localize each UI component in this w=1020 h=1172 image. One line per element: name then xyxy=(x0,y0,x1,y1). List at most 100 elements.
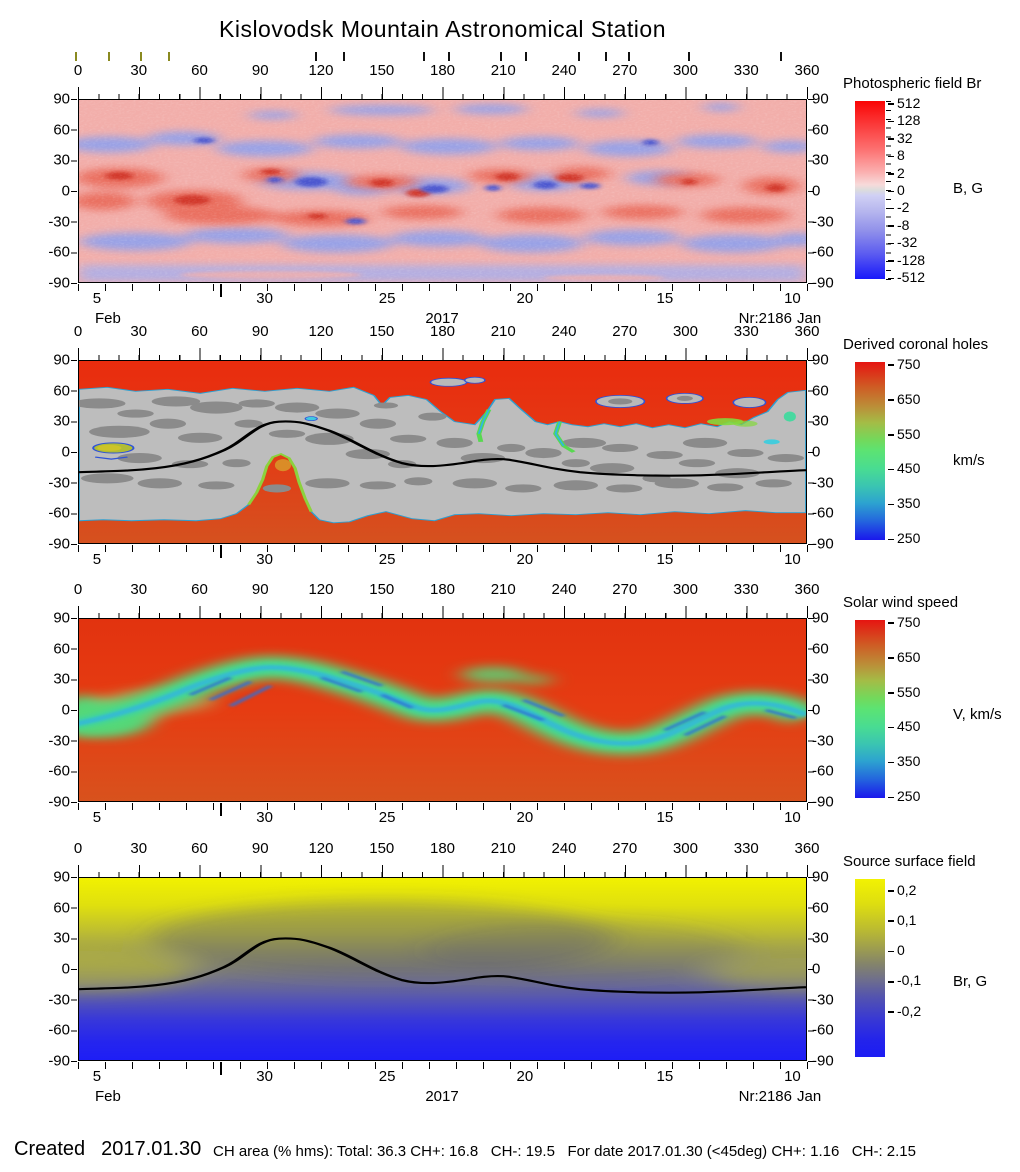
marker-tick xyxy=(500,52,503,61)
date-axis-ticks xyxy=(78,803,808,816)
x-axis-labels: 0 30 60 90 120 150 180 210 240 270 300 330 360 xyxy=(74,840,820,858)
x-axis-tick-label: 120 xyxy=(308,581,334,598)
x-axis-tick-label: 300 xyxy=(672,581,698,598)
x-axis-tick-label: 210 xyxy=(490,323,516,340)
x-axis-tick-label: 240 xyxy=(551,840,577,857)
colorbar-title: Derived coronal holes xyxy=(843,336,989,353)
date-tick-label: 15 xyxy=(656,809,674,826)
colorbar-tick-label: 512 xyxy=(888,95,920,111)
ch-area-stats: CH area (% hms): Total: 36.3 CH+: 16.8 C… xyxy=(213,1143,916,1160)
colorbar-tick-label: 0 xyxy=(888,182,905,198)
date-axis-labels: 5 30 25 20 15 10 xyxy=(78,551,807,569)
y-axis-ticks-right xyxy=(808,99,814,284)
date-caption-row: Feb 2017 Nr:2186 Jan xyxy=(78,310,821,328)
y-axis-tick-label: 0 xyxy=(812,443,821,461)
x-axis-tick-label: 0 xyxy=(73,62,83,79)
x-axis-tick-label: 360 xyxy=(794,840,820,857)
colorbar-tick-labels: 750 650 550 450 350 250 xyxy=(888,614,958,804)
month-boundary-tick xyxy=(220,284,222,297)
page-title: Kislovodsk Mountain Astronomical Station xyxy=(219,16,666,42)
x-axis-tick-label: 270 xyxy=(612,62,638,79)
y-axis-ticks-left xyxy=(71,99,77,284)
created-label: Created xyxy=(14,1138,86,1160)
colorbar-unit-label: B, G xyxy=(953,179,984,197)
source-surface-image xyxy=(79,878,806,1060)
x-axis-tick-label: 150 xyxy=(369,62,395,79)
panel-photospheric-field: 0 30 60 90 120 150 180 210 240 270 300 330 360 90 60 3… xyxy=(0,50,1020,350)
y-axis-tick-label: 0 xyxy=(61,182,70,200)
y-axis-labels-left: 90 60 30 0 -30 -60 -90 xyxy=(34,610,70,811)
x-axis-tick-label: 270 xyxy=(612,840,638,857)
y-axis-tick-label: -90 xyxy=(812,1052,834,1070)
colorbar-tick-label: 550 xyxy=(888,426,920,442)
colorbar-tick-label: 650 xyxy=(888,649,920,665)
x-axis-tick-label: 330 xyxy=(733,323,759,340)
y-axis-tick-label: 90 xyxy=(812,90,829,108)
y-axis-labels-right: 90 60 30 0 -30 -60 -90 xyxy=(812,869,848,1070)
x-axis-tick-label: 210 xyxy=(490,581,516,598)
rotation-number-label: Nr:2186 xyxy=(738,1088,792,1105)
y-axis-tick-label: 30 xyxy=(812,670,829,688)
colorbar-tick-label: 128 xyxy=(888,112,920,128)
x-axis-labels: 0 30 60 90 120 150 180 210 240 270 300 330 360 xyxy=(74,581,820,599)
y-axis-tick-label: 90 xyxy=(812,609,829,627)
date-tick-label: 30 xyxy=(256,809,273,826)
date-caption-row: Feb 2017 Nr:2186 Jan xyxy=(78,1088,821,1106)
colorbar-gradient xyxy=(855,620,885,798)
x-axis-tick-label: 0 xyxy=(73,840,83,857)
date-tick-label: 25 xyxy=(378,1068,396,1085)
marker-tick xyxy=(422,52,425,61)
x-axis-tick-label: 240 xyxy=(551,323,577,340)
marker-tick xyxy=(780,52,783,61)
y-axis-tick-label: -60 xyxy=(48,504,70,522)
panel-coronal-holes: 0 30 60 90 120 150 180 210 240 270 300 330 360 90 60 3… xyxy=(0,311,1020,611)
date-axis-labels: 5 30 25 20 15 10 xyxy=(78,809,807,827)
colorbar-tick-label: 550 xyxy=(888,684,920,700)
date-tick-label: 10 xyxy=(784,809,801,826)
colorbar-tick-label: -512 xyxy=(888,269,925,285)
y-axis-tick-label: 30 xyxy=(812,412,829,430)
colorbar-tick-label: -0,2 xyxy=(888,1003,921,1019)
y-axis-tick-label: -30 xyxy=(812,991,834,1009)
y-axis-tick-label: 30 xyxy=(812,151,829,169)
colorbar-tick-label: -2 xyxy=(888,199,909,215)
y-axis-tick-label: 30 xyxy=(53,151,70,169)
y-axis-tick-label: 60 xyxy=(53,899,70,917)
colorbar-source-surface: Source surface field 0,2 0,1 0 -0,1 -0,2 Br,… xyxy=(843,853,1020,1061)
y-axis-tick-label: -90 xyxy=(812,535,834,553)
x-axis-tick-label: 210 xyxy=(490,840,516,857)
colorbar-tick-labels: 512 128 32 8 2 0 -2 -8 -32 -128 -512 xyxy=(888,95,958,285)
coronal-holes-image xyxy=(79,361,806,543)
x-axis-tick-label: 330 xyxy=(733,840,759,857)
y-axis-tick-label: -60 xyxy=(48,243,70,261)
x-axis-tick-label: 300 xyxy=(672,840,698,857)
colorbar-gradient xyxy=(855,101,885,279)
colorbar-tick-labels: 750 650 550 450 350 250 xyxy=(888,356,958,546)
x-axis-tick-label: 330 xyxy=(733,62,759,79)
y-axis-tick-label: -30 xyxy=(48,991,70,1009)
x-axis-tick-label: 270 xyxy=(612,323,638,340)
x-axis-tick-label: 90 xyxy=(251,581,269,598)
x-axis-tick-label: 90 xyxy=(251,323,269,340)
date-tick-label: 5 xyxy=(92,290,102,307)
y-axis-tick-label: -60 xyxy=(48,762,70,780)
y-axis-tick-label: -60 xyxy=(48,1021,70,1039)
colorbar-tick-label: -32 xyxy=(888,234,917,250)
y-axis-tick-label: 60 xyxy=(53,640,70,658)
x-axis-tick-label: 180 xyxy=(429,581,456,598)
y-axis-tick-label: -90 xyxy=(812,274,834,292)
x-axis-tick-label: 150 xyxy=(369,323,395,340)
date-tick-label: 10 xyxy=(784,551,801,568)
y-axis-tick-label: 90 xyxy=(53,609,70,627)
colorbar-tick-label: 450 xyxy=(888,460,920,476)
colorbar-tick-label: 450 xyxy=(888,718,920,734)
x-axis-tick-label: 150 xyxy=(369,581,395,598)
date-tick-label: 30 xyxy=(256,1068,273,1085)
date-tick-label: 15 xyxy=(656,1068,674,1085)
x-axis-tick-label: 360 xyxy=(794,323,820,340)
y-axis-tick-label: 0 xyxy=(812,182,821,200)
y-axis-tick-label: 60 xyxy=(812,382,829,400)
month-boundary-tick xyxy=(220,545,222,558)
y-axis-tick-label: -60 xyxy=(812,1021,834,1039)
